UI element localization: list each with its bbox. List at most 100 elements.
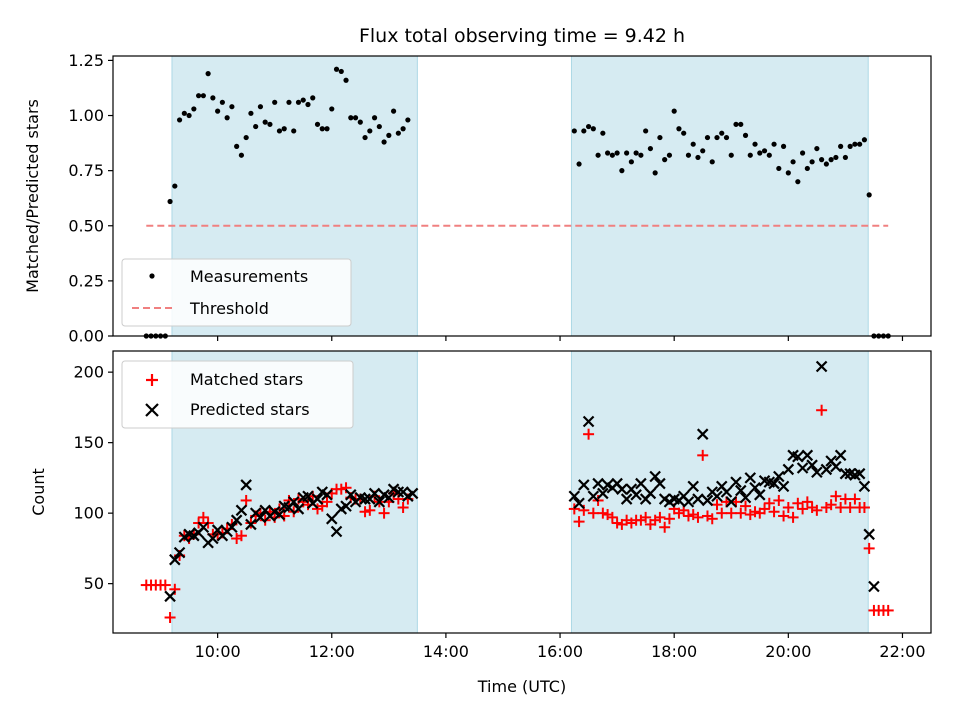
measurement-point [714,134,720,141]
matched-star-point [587,507,599,519]
y-tick-label: 100 [73,504,104,523]
measurement-point [700,148,706,154]
measurement-point [852,141,858,147]
matched-star-point [763,497,775,509]
predicted-star-point [863,528,875,541]
predicted-star-point [701,494,714,507]
cross-b [183,528,195,541]
cross-b [763,476,776,488]
legend-threshold-label: Threshold [189,299,269,318]
measurement-point [381,139,387,145]
legend-predicted-label: Predicted stars [190,400,310,419]
predicted-star-point [359,493,371,505]
cross-b [325,513,338,525]
matched-star-point [659,521,671,533]
measurement-point [633,150,639,156]
cross-b [825,455,837,467]
predicted-star-point [330,525,343,538]
measurement-point [747,152,753,158]
predicted-star-point [311,493,324,505]
cross-b [392,486,405,498]
predicted-star-point [164,590,176,603]
measurement-point [738,121,744,127]
matched-star-point [364,504,376,516]
cross-b [359,493,371,505]
measurement-point [828,157,834,163]
x-tick-label: 16:00 [537,642,583,661]
measurement-point [348,115,354,121]
predicted-star-point [302,490,314,503]
matched-star-point [235,530,247,542]
cross-b [616,483,628,495]
predicted-star-point [368,487,381,500]
cross-b [768,477,780,490]
predicted-star-point [858,480,871,493]
predicted-star-point [801,449,814,462]
matched-star-point [654,511,666,523]
y-tick-label: 200 [73,363,104,382]
predicted-star-point [682,496,695,508]
predicted-star-point [773,470,785,483]
cross-b [839,467,852,480]
cross-b [863,528,875,541]
cross-b [715,480,728,493]
measurement-point [605,150,611,156]
cross-b [240,479,252,491]
measurement-point [234,143,240,149]
x-tick-label: 10:00 [195,642,241,661]
matched-star-point [397,502,409,514]
y-tick-label: 0.50 [68,216,104,235]
predicted-star-point [720,486,733,498]
predicted-star-point [392,486,405,498]
predicted-star-point [782,463,795,476]
matched-star-point [787,511,799,523]
matched-star-point [240,494,252,506]
cross-b [578,479,590,491]
measurement-point [196,93,202,99]
measurement-point [357,119,363,125]
predicted-star-point [345,489,357,501]
measurement-point [286,99,292,105]
matched-star-point [849,493,861,505]
predicted-stars-series [164,360,880,603]
cross-b [164,590,176,603]
measurement-point [719,130,725,136]
measurement-point [624,150,630,156]
measurement-point [619,168,625,174]
cross-b [597,487,609,500]
measurement-point [643,128,649,134]
cross-b [254,511,267,524]
measurement-point [861,137,868,143]
measurement-point [804,165,810,172]
cross-b [582,415,595,428]
predicted-star-point [644,487,657,500]
bottom-y-axis: 50 100 150 200 [73,363,113,593]
matched-star-point [811,504,823,516]
measurement-point [790,159,796,165]
predicted-star-point [739,491,752,504]
measurement-point [666,152,673,158]
predicted-star-point [853,467,866,480]
measurement-point [761,148,768,154]
measurement-point [172,183,178,189]
top-legend: Measurements Threshold [121,258,352,327]
matched-star-point [583,428,595,440]
legend-measurements-marker [149,273,155,279]
cross-b [739,491,752,504]
cross-b [796,462,809,474]
predicted-star-point [578,479,590,491]
cross-b [830,460,842,473]
matched-star-point [839,493,851,505]
matched-star-point [749,506,761,518]
predicted-star-point [173,546,186,559]
matched-star-point [768,506,780,518]
cross-b [587,490,600,503]
predicted-star-point [230,514,243,526]
cross-b [644,487,657,500]
measurement-point [652,170,658,176]
cross-b [311,493,324,505]
cross-b [692,493,704,505]
legend-matched-label: Matched stars [190,370,303,389]
measurement-point [771,141,777,147]
measurement-point [776,165,782,172]
